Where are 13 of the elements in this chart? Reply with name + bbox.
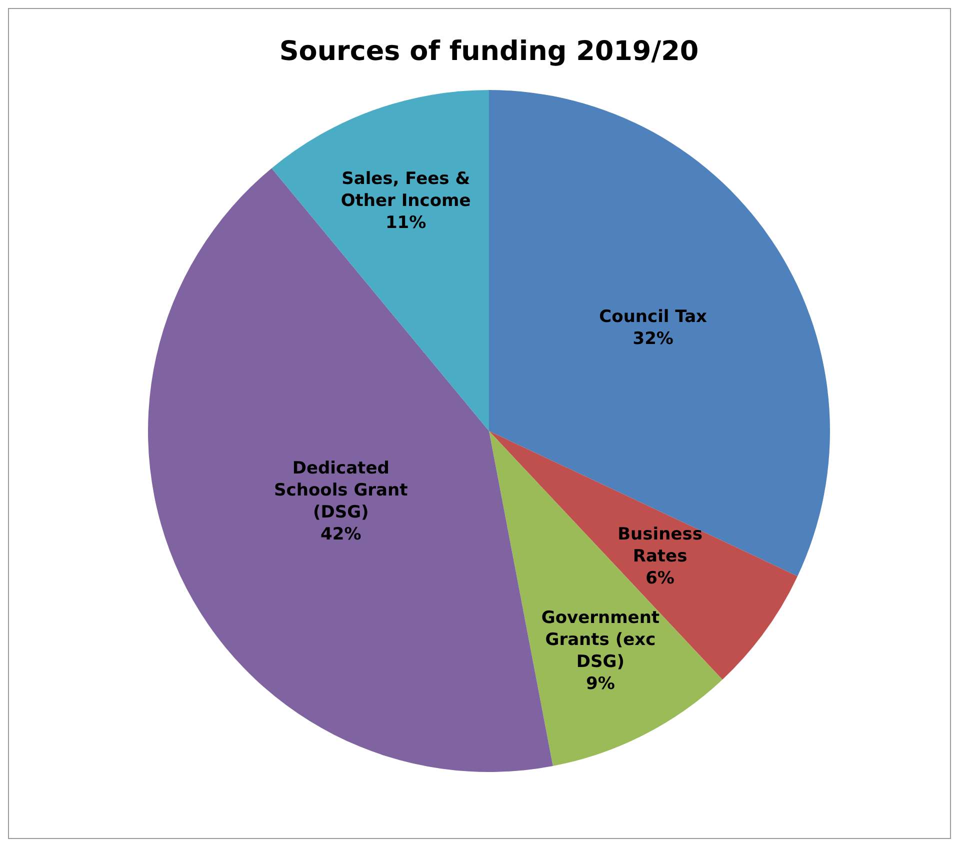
data-label: 6% xyxy=(646,568,674,588)
slice-label: Government Grants (exc DSG) xyxy=(541,608,660,672)
chart-title: Sources of funding 2019/20 xyxy=(279,36,699,67)
data-label: 9% xyxy=(586,674,615,694)
pie-slice xyxy=(272,90,489,431)
slice-label: Dedicated Schools Grant (DSG) xyxy=(274,458,408,523)
slice-label: Sales, Fees & Other Income xyxy=(340,168,471,211)
pie-slice xyxy=(489,431,722,766)
data-label: 11% xyxy=(385,212,426,233)
data-label: 42% xyxy=(320,524,362,545)
slice-label: Council Tax xyxy=(599,306,708,327)
slice-label: Business Rates xyxy=(618,524,702,566)
data-label: 32% xyxy=(632,328,674,349)
